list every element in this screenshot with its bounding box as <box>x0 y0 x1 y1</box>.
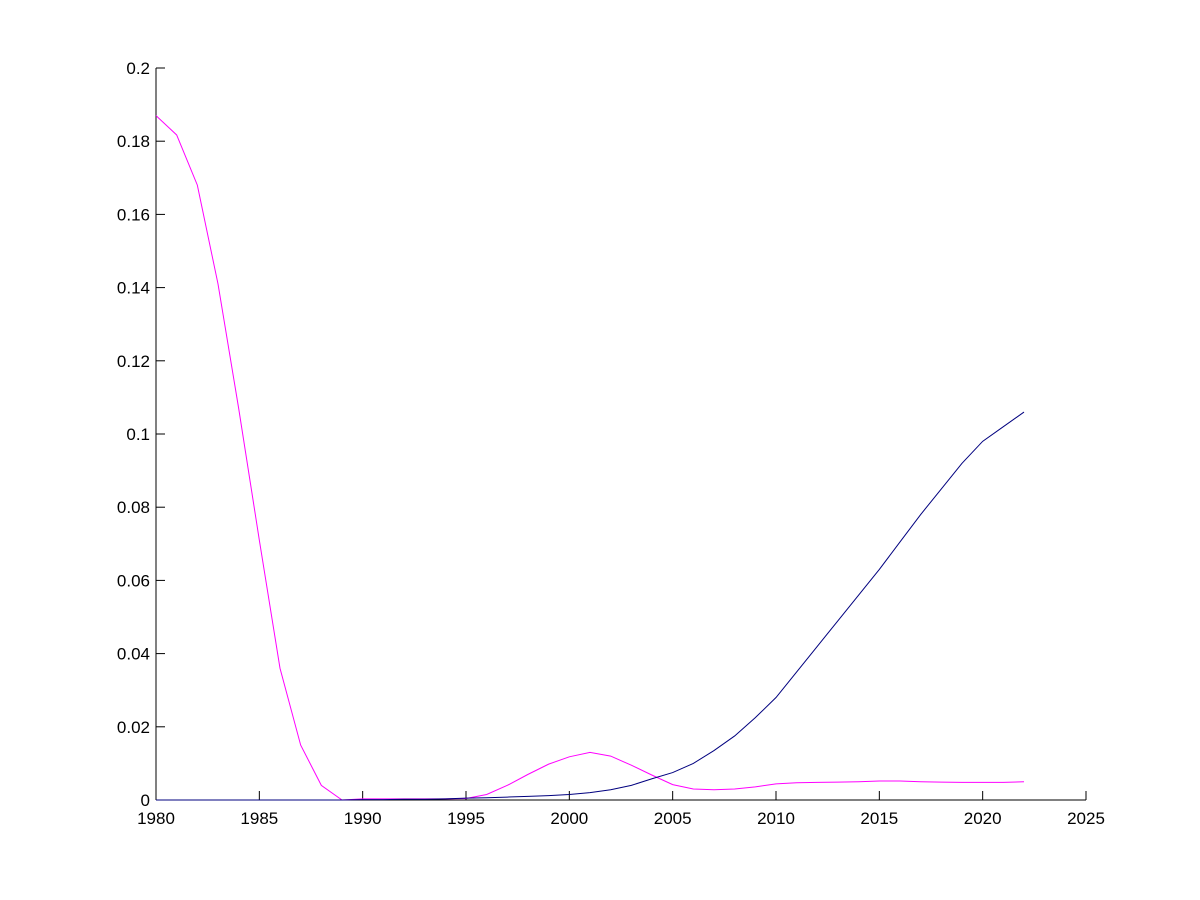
line-series <box>156 411 1025 801</box>
x-tick-label: 1980 <box>137 809 175 828</box>
x-tick-label: 2010 <box>757 809 795 828</box>
y-tick-label: 0.16 <box>117 205 150 224</box>
y-tick-label: 0.1 <box>126 425 150 444</box>
x-tick-label: 2015 <box>860 809 898 828</box>
x-tick-label: 2020 <box>964 809 1002 828</box>
y-tick-label: 0.14 <box>117 279 150 298</box>
line-series <box>155 115 1025 801</box>
x-tick-label: 2025 <box>1067 809 1105 828</box>
y-tick-label: 0.02 <box>117 718 150 737</box>
x-tick-label: 2000 <box>550 809 588 828</box>
y-tick-label: 0 <box>141 791 150 810</box>
x-tick-label: 2005 <box>654 809 692 828</box>
y-tick-label: 0.12 <box>117 352 150 371</box>
y-tick-label: 0.06 <box>117 571 150 590</box>
y-tick-label: 0.18 <box>117 132 150 151</box>
y-tick-label: 0.08 <box>117 498 150 517</box>
x-tick-label: 1985 <box>240 809 278 828</box>
y-tick-label: 0.2 <box>126 59 150 78</box>
x-tick-label: 1990 <box>344 809 382 828</box>
y-tick-label: 0.04 <box>117 645 150 664</box>
x-tick-label: 1995 <box>447 809 485 828</box>
